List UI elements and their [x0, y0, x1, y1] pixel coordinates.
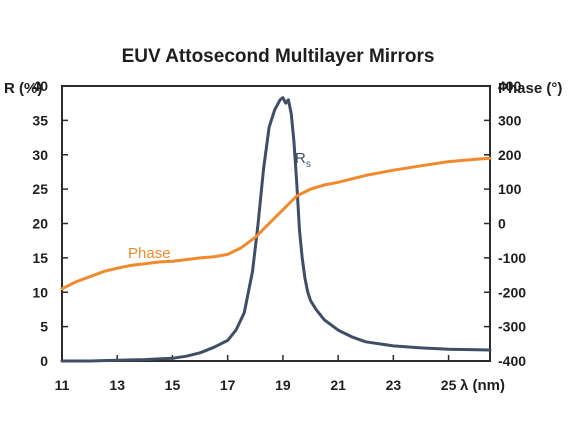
y-right-tick-label: 300	[498, 112, 522, 128]
y-right-tick-label: 100	[498, 181, 522, 197]
y-axis-right-title: Phase (°)	[498, 80, 562, 97]
y-right-tick-label: -100	[498, 250, 526, 266]
x-tick-label: 13	[109, 377, 125, 393]
y-left-tick-label: 25	[32, 181, 48, 197]
y-axis-left-title: R (%)	[4, 80, 42, 97]
plot-frame	[61, 85, 491, 362]
y-left-tick-label: 0	[40, 353, 48, 369]
y-left-tick-label: 30	[32, 147, 48, 163]
x-axis-title: λ (nm)	[460, 377, 505, 394]
y-left-tick-label: 10	[32, 284, 48, 300]
y-right-tick-label: -300	[498, 319, 526, 335]
chart-title: EUV Attosecond Multilayer Mirrors	[122, 46, 435, 67]
x-tick-label: 11	[55, 377, 70, 393]
y-left-tick-label: 15	[32, 250, 48, 266]
y-axis-left-ticks: 0 5 10 15 20 25 30 35 40	[32, 78, 68, 369]
rs-series-line	[60, 96, 492, 363]
y-left-tick-label: 40	[32, 78, 48, 94]
x-tick-label: 23	[386, 377, 402, 393]
y-right-tick-label: 200	[498, 147, 522, 163]
y-left-tick-label: 20	[32, 216, 48, 232]
x-axis-ticks: 11 13 15 17 19 21 23 25	[55, 355, 457, 393]
y-right-tick-label: 400	[498, 78, 522, 94]
y-right-tick-label: -400	[498, 353, 526, 369]
y-left-tick-label: 5	[40, 319, 48, 335]
series-layer	[60, 96, 492, 363]
x-tick-label: 19	[275, 377, 291, 393]
x-tick-label: 15	[165, 377, 181, 393]
y-right-tick-label: -200	[498, 284, 526, 300]
x-tick-label: 17	[220, 377, 236, 393]
x-tick-label: 25	[441, 377, 457, 393]
phase-series-label: Phase	[128, 245, 171, 262]
x-tick-label: 21	[330, 377, 346, 393]
y-right-tick-label: 0	[498, 216, 506, 232]
y-axis-right-ticks: -400 -300 -200 -100 0 100 200 300 400	[484, 78, 526, 369]
rs-series-label: Rs	[295, 150, 311, 170]
phase-series-line	[60, 156, 492, 291]
y-left-tick-label: 35	[32, 112, 48, 128]
